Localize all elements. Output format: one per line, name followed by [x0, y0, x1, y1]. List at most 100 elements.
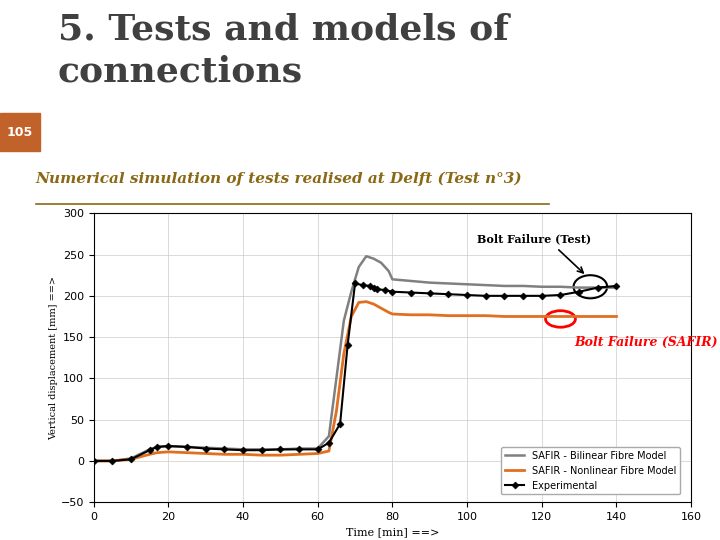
SAFIR - Nonlinear Fibre Model: [482, 313, 490, 319]
SAFIR - Bilinear Fibre Model: [108, 458, 117, 464]
SAFIR - Nonlinear Fibre Model: [127, 456, 135, 463]
Line: Experimental: Experimental: [91, 281, 619, 463]
SAFIR - Nonlinear Fibre Model: [426, 312, 434, 318]
SAFIR - Bilinear Fibre Model: [482, 282, 490, 288]
Experimental: [351, 280, 359, 287]
SAFIR - Nonlinear Fibre Model: [325, 448, 333, 454]
SAFIR - Bilinear Fibre Model: [164, 443, 173, 449]
Experimental: [612, 283, 621, 289]
Experimental: [537, 293, 546, 299]
SAFIR - Bilinear Fibre Model: [347, 288, 356, 295]
SAFIR - Nonlinear Fibre Model: [556, 313, 564, 320]
Experimental: [276, 446, 284, 453]
Experimental: [145, 447, 154, 454]
SAFIR - Nonlinear Fibre Model: [354, 299, 363, 306]
SAFIR - Nonlinear Fibre Model: [575, 313, 583, 320]
Experimental: [294, 446, 303, 453]
Experimental: [257, 447, 266, 454]
SAFIR - Bilinear Fibre Model: [593, 285, 602, 291]
Experimental: [153, 444, 161, 450]
SAFIR - Bilinear Fibre Model: [463, 281, 472, 287]
Line: SAFIR - Bilinear Fibre Model: SAFIR - Bilinear Fibre Model: [94, 256, 616, 461]
SAFIR - Bilinear Fibre Model: [332, 375, 341, 382]
SAFIR - Bilinear Fibre Model: [313, 446, 322, 452]
Bar: [0, 113, 40, 151]
SAFIR - Bilinear Fibre Model: [257, 446, 266, 453]
Experimental: [373, 286, 382, 293]
SAFIR - Bilinear Fibre Model: [220, 446, 229, 452]
SAFIR - Bilinear Fibre Model: [612, 285, 621, 291]
Experimental: [426, 290, 434, 296]
Experimental: [325, 440, 333, 446]
SAFIR - Bilinear Fibre Model: [127, 455, 135, 462]
SAFIR - Bilinear Fibre Model: [362, 253, 371, 259]
SAFIR - Bilinear Fibre Model: [183, 444, 192, 450]
SAFIR - Bilinear Fibre Model: [369, 255, 378, 262]
SAFIR - Bilinear Fibre Model: [556, 284, 564, 290]
Experimental: [127, 456, 135, 463]
SAFIR - Nonlinear Fibre Model: [377, 305, 385, 312]
Experimental: [519, 293, 528, 299]
Experimental: [575, 288, 583, 295]
SAFIR - Nonlinear Fibre Model: [537, 313, 546, 320]
SAFIR - Bilinear Fibre Model: [426, 279, 434, 286]
SAFIR - Nonlinear Fibre Model: [276, 452, 284, 458]
Experimental: [369, 285, 378, 291]
SAFIR - Bilinear Fibre Model: [388, 276, 397, 282]
Text: Bolt Failure (Test): Bolt Failure (Test): [477, 233, 591, 244]
Line: SAFIR - Nonlinear Fibre Model: SAFIR - Nonlinear Fibre Model: [94, 302, 616, 461]
Experimental: [407, 289, 415, 296]
Experimental: [381, 287, 390, 293]
Experimental: [366, 283, 374, 289]
Experimental: [108, 458, 117, 464]
Experimental: [313, 446, 322, 453]
SAFIR - Bilinear Fibre Model: [89, 458, 98, 464]
SAFIR - Bilinear Fibre Model: [537, 284, 546, 290]
Experimental: [500, 293, 509, 299]
Experimental: [336, 421, 344, 427]
SAFIR - Nonlinear Fibre Model: [500, 313, 509, 320]
SAFIR - Bilinear Fibre Model: [145, 446, 154, 453]
SAFIR - Bilinear Fibre Model: [384, 268, 393, 274]
Experimental: [358, 282, 366, 288]
SAFIR - Bilinear Fibre Model: [325, 433, 333, 440]
SAFIR - Nonlinear Fibre Model: [89, 458, 98, 464]
SAFIR - Nonlinear Fibre Model: [407, 312, 415, 318]
SAFIR - Nonlinear Fibre Model: [384, 309, 393, 315]
Experimental: [343, 342, 352, 349]
SAFIR - Bilinear Fibre Model: [276, 446, 284, 453]
SAFIR - Bilinear Fibre Model: [340, 318, 348, 324]
SAFIR - Bilinear Fibre Model: [354, 264, 363, 270]
SAFIR - Nonlinear Fibre Model: [220, 451, 229, 457]
SAFIR - Nonlinear Fibre Model: [593, 313, 602, 320]
SAFIR - Nonlinear Fibre Model: [257, 452, 266, 458]
SAFIR - Nonlinear Fibre Model: [313, 450, 322, 457]
Experimental: [239, 447, 248, 454]
SAFIR - Nonlinear Fibre Model: [108, 458, 117, 464]
X-axis label: Time [min] ==>: Time [min] ==>: [346, 528, 439, 537]
Experimental: [164, 443, 173, 449]
Experimental: [89, 458, 98, 464]
SAFIR - Bilinear Fibre Model: [519, 283, 528, 289]
Text: Numerical simulation of tests realised at Delft (Test n°3): Numerical simulation of tests realised a…: [36, 171, 522, 186]
SAFIR - Bilinear Fibre Model: [239, 446, 248, 453]
SAFIR - Nonlinear Fibre Model: [388, 310, 397, 317]
Experimental: [444, 291, 453, 298]
SAFIR - Bilinear Fibre Model: [153, 444, 161, 450]
Legend: SAFIR - Bilinear Fibre Model, SAFIR - Nonlinear Fibre Model, Experimental: SAFIR - Bilinear Fibre Model, SAFIR - No…: [501, 447, 680, 495]
Experimental: [463, 292, 472, 298]
Experimental: [482, 293, 490, 299]
SAFIR - Nonlinear Fibre Model: [463, 313, 472, 319]
SAFIR - Nonlinear Fibre Model: [444, 313, 453, 319]
SAFIR - Nonlinear Fibre Model: [362, 299, 371, 305]
SAFIR - Bilinear Fibre Model: [407, 278, 415, 284]
SAFIR - Nonlinear Fibre Model: [612, 313, 621, 320]
SAFIR - Nonlinear Fibre Model: [153, 449, 161, 456]
Experimental: [202, 446, 210, 452]
SAFIR - Nonlinear Fibre Model: [369, 301, 378, 307]
Text: Bolt Failure (SAFIR): Bolt Failure (SAFIR): [575, 335, 718, 348]
SAFIR - Bilinear Fibre Model: [444, 280, 453, 287]
SAFIR - Nonlinear Fibre Model: [164, 449, 173, 455]
SAFIR - Nonlinear Fibre Model: [332, 408, 341, 415]
SAFIR - Bilinear Fibre Model: [575, 285, 583, 291]
